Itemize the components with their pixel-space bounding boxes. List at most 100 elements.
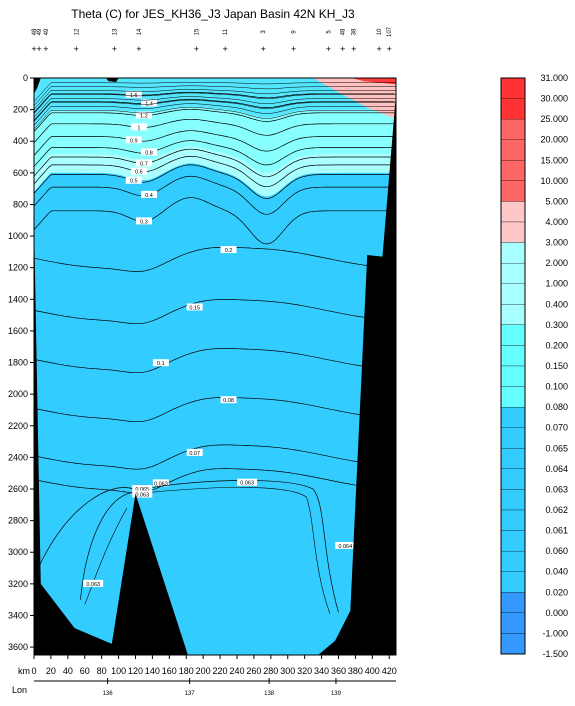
colorbar-label: 0.040 bbox=[545, 567, 568, 577]
lon-tick-label: 137 bbox=[185, 691, 196, 697]
contour-label: 0.7 bbox=[140, 161, 148, 167]
y-tick-label: 1600 bbox=[8, 326, 28, 336]
station-marker: + bbox=[136, 44, 141, 54]
colorbar-label: 20.000 bbox=[540, 135, 568, 145]
y-tick-label: 0 bbox=[23, 73, 28, 83]
station-marker: + bbox=[43, 44, 48, 54]
colorbar-label: 2.000 bbox=[545, 258, 568, 268]
x-tick-label: 360 bbox=[331, 666, 346, 676]
colorbar-label: 0.080 bbox=[545, 402, 568, 412]
contour-line-0.063 bbox=[33, 468, 395, 494]
colorbar-label: 0.065 bbox=[545, 443, 568, 453]
contour-label-bg bbox=[135, 159, 152, 167]
y-tick-label: 800 bbox=[13, 199, 28, 209]
colorbar-cell bbox=[500, 448, 526, 470]
station-label: 107 bbox=[387, 26, 393, 37]
colorbar-cell bbox=[500, 592, 526, 614]
contour-label-bg bbox=[186, 448, 203, 456]
colorbar-cell bbox=[500, 180, 526, 202]
colorbar-cell bbox=[500, 509, 526, 531]
contour-line-0.6 bbox=[33, 155, 395, 188]
colorbar-cell bbox=[500, 612, 526, 634]
fine-contour-line bbox=[33, 103, 396, 126]
y-tick-label: 3000 bbox=[8, 547, 28, 557]
contour-label: 0.5 bbox=[130, 179, 138, 185]
inline-contour-label: 0.063 bbox=[240, 481, 254, 487]
y-tick-label: 3200 bbox=[8, 579, 28, 589]
contour-label: 1.2 bbox=[140, 114, 148, 120]
contour-label: 0.063 bbox=[154, 481, 168, 487]
colorbar-cell bbox=[500, 118, 526, 140]
contour-label-bg bbox=[220, 246, 237, 254]
colorbar-frame bbox=[500, 77, 526, 655]
colorbar-label: 0.400 bbox=[545, 299, 568, 309]
colorbar-cell bbox=[500, 242, 526, 264]
contour-label-bg bbox=[141, 148, 158, 156]
y-tick-label: 3600 bbox=[8, 642, 28, 652]
colorbar-label: 0.060 bbox=[545, 546, 568, 556]
x-tick-label: 240 bbox=[229, 666, 244, 676]
contour-label: 0.15 bbox=[189, 305, 200, 311]
y-tick-label: 1200 bbox=[8, 263, 28, 273]
contour-label: 0.9 bbox=[130, 138, 138, 144]
colorbar-label: 0.064 bbox=[545, 464, 568, 474]
contour-line-0.8 bbox=[33, 140, 395, 167]
chart-title: Theta (C) for JES_KH36_J3 Japan Basin 42… bbox=[71, 7, 355, 21]
colorbar-cell bbox=[500, 386, 526, 408]
inline-label-bg bbox=[237, 478, 258, 486]
inline-contour-label: 0.065 bbox=[135, 487, 149, 493]
x-tick-label: 0 bbox=[31, 666, 36, 676]
contour-line-0.7 bbox=[33, 148, 395, 178]
y-tick-label: 2000 bbox=[8, 389, 28, 399]
station-marker: + bbox=[112, 44, 117, 54]
x-tick-label: 380 bbox=[348, 666, 363, 676]
x-tick-label: 20 bbox=[46, 666, 56, 676]
station-marker: + bbox=[340, 44, 345, 54]
colorbar-label: 31.000 bbox=[540, 73, 568, 83]
colorbar-cell bbox=[500, 221, 526, 243]
station-marker: + bbox=[351, 44, 356, 54]
x-tick-label: 80 bbox=[97, 666, 107, 676]
colorbar-label: 1.000 bbox=[545, 279, 568, 289]
x-tick-label: 400 bbox=[365, 666, 380, 676]
colorbar-cell bbox=[500, 633, 526, 655]
station-label: 49 bbox=[37, 28, 43, 35]
contour-label-bg bbox=[141, 190, 158, 198]
x-tick-label: 200 bbox=[196, 666, 211, 676]
contour-label: 0.08 bbox=[223, 398, 234, 404]
lon-axis-label: Lon bbox=[12, 685, 27, 695]
contour-label-bg bbox=[125, 90, 142, 98]
colorbar-cell bbox=[500, 324, 526, 346]
station-markers: 48 +49 +49 +12 +13 +14 +15 +11 +3 +9 +5 +48 +38 +10 +1… bbox=[31, 26, 393, 54]
surface-artifact bbox=[105, 78, 119, 82]
contour-line-0.08 bbox=[33, 397, 395, 423]
water-band bbox=[34, 78, 396, 108]
station-marker: + bbox=[223, 44, 228, 54]
contour-label-bg bbox=[130, 123, 147, 131]
x-tick-label: 320 bbox=[297, 666, 312, 676]
fine-contour-line bbox=[33, 85, 396, 106]
colorbar-label: 0.020 bbox=[545, 587, 568, 597]
contour-line-0.07 bbox=[33, 444, 395, 470]
fine-contour-line bbox=[33, 92, 396, 114]
colorbar-label: -1.000 bbox=[542, 628, 568, 638]
y-tick-label: 2200 bbox=[8, 421, 28, 431]
station-label: 48 bbox=[32, 28, 38, 35]
contour-label-bg bbox=[135, 111, 152, 119]
contour-label-bg bbox=[186, 303, 203, 311]
contour-line-0.1 bbox=[33, 348, 395, 374]
y-tick-label: 3400 bbox=[8, 610, 28, 620]
contour-label: 0.07 bbox=[189, 451, 200, 457]
colorbar-label: 25.000 bbox=[540, 114, 568, 124]
colorbar-label: 0.150 bbox=[545, 361, 568, 371]
contour-line-0.4 bbox=[33, 175, 395, 215]
x-tick-label: 300 bbox=[280, 666, 295, 676]
inline-contour-label: 0.063 bbox=[135, 493, 149, 499]
contour-line-0.9 bbox=[33, 130, 395, 156]
contour-line-1.4 bbox=[33, 99, 395, 121]
inline-label-bg bbox=[83, 579, 104, 587]
contour-label-bg bbox=[141, 99, 158, 107]
contour-label: 0.8 bbox=[145, 151, 153, 157]
y-tick-label: 1000 bbox=[8, 231, 28, 241]
contour-line-0.5 bbox=[33, 164, 395, 199]
